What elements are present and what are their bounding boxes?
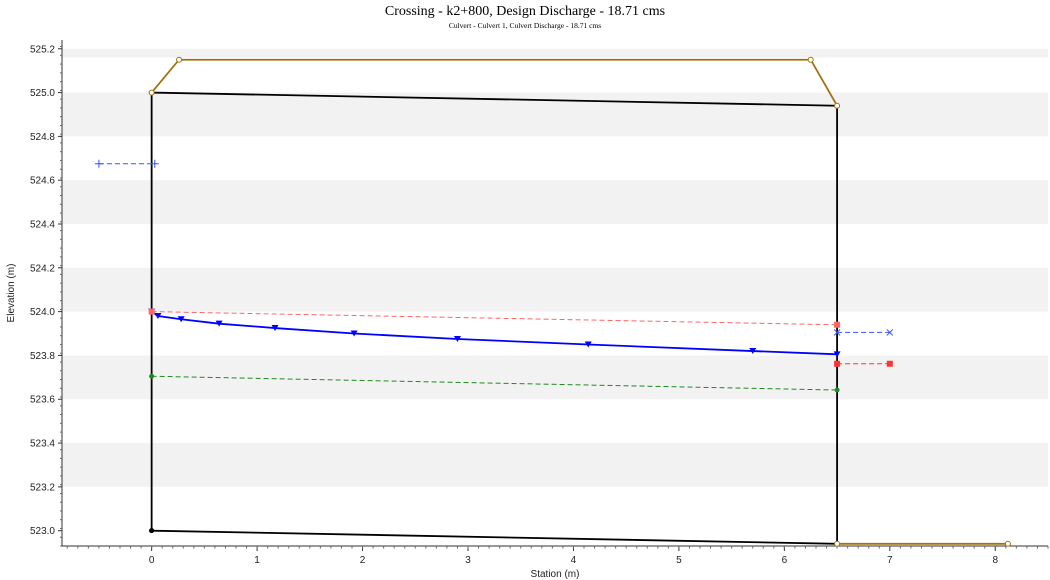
grid-band [62,267,1048,312]
series-line [150,58,838,107]
data-point [833,329,841,336]
grid-band [62,48,1048,58]
y-tick-label: 524.8 [30,132,55,143]
series-4 [148,308,841,328]
grid-band [62,92,1048,137]
data-point [834,321,841,328]
y-tick-label: 524.0 [30,307,55,318]
data-point [150,159,159,168]
series-7 [94,159,159,168]
y-tick-label: 523.4 [30,439,55,450]
y-tick-label: 524.6 [30,176,55,187]
x-axis: 0 1 2 3 4 5 6 7 8 [66,546,1049,566]
x-tick-label: 3 [465,555,471,566]
series-8 [833,329,894,336]
x-tick-label: 7 [887,555,893,566]
data-point [833,351,841,358]
x-tick-label: 6 [782,555,788,566]
series-group [94,56,1011,547]
data-point [149,373,155,379]
plot-frame [61,40,1048,547]
data-point [886,360,893,367]
data-point [149,528,155,534]
data-point [453,336,461,342]
grid-bands [62,40,1048,546]
data-point [834,102,841,109]
x-tick-label: 8 [992,555,998,566]
x-tick-label: 1 [254,555,260,566]
data-point [215,320,223,327]
grid-band [62,443,1048,487]
series-2 [834,540,1011,547]
series-line [151,375,838,391]
data-point [834,360,841,367]
series-line [151,311,838,326]
data-point [350,330,358,337]
series-line [151,310,838,356]
data-point [148,308,155,315]
x-tick-label: 0 [149,555,155,566]
chart-title: Crossing - k2+800, Design Discharge - 18… [384,4,666,19]
x-tick-label: 2 [360,555,366,566]
data-point [834,387,840,393]
data-point [584,341,592,348]
data-point [94,159,103,168]
y-tick-label: 524.2 [30,263,55,274]
y-tick-label: 525.2 [30,44,55,55]
data-point [749,348,757,355]
data-point [148,89,155,96]
chart-subtitle: Culvert - Culvert 1, Culvert Discharge -… [448,21,602,30]
x-tick-label: 4 [571,555,577,566]
y-tick-label: 525.0 [30,88,55,99]
data-point [177,316,185,323]
data-point [807,56,814,63]
y-axis: 523.0 523.2 523.4 523.6 523.8 524.0 524.2 524.4… [30,44,62,547]
data-point [1004,540,1011,547]
series-6 [149,373,840,393]
data-point [886,329,894,336]
grid-band [62,180,1048,224]
y-tick-label: 524.4 [30,220,55,231]
data-point [154,313,162,319]
y-tick-label: 523.2 [30,482,55,493]
data-point [176,56,183,63]
data-point [271,325,279,332]
y-tick-label: 523.0 [30,526,55,537]
y-tick-label: 523.6 [30,395,55,406]
x-axis-label: Station (m) [531,569,580,580]
data-point [834,540,841,547]
y-tick-label: 523.8 [30,351,55,362]
series-5 [834,360,893,367]
series-1 [148,56,841,109]
x-tick-label: 5 [676,555,682,566]
y-axis-label: Elevation (m) [6,264,17,323]
